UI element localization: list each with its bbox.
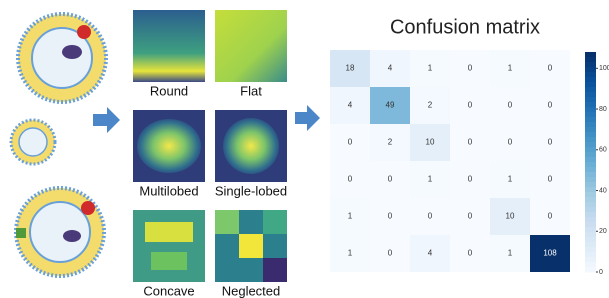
colorbar-segment [585, 82, 596, 88]
cell-label: 0 [548, 101, 553, 110]
colorbar-segment [585, 122, 596, 128]
cell-label: 0 [508, 138, 513, 147]
colorbar-segment [585, 132, 596, 138]
cell-label: 4 [428, 249, 433, 258]
cell-label: 4 [348, 101, 353, 110]
colorbar-segment [585, 242, 596, 248]
colorbar-segment [585, 137, 596, 143]
colorbar-segment [585, 147, 596, 153]
colorbar-tick-label: 100 [599, 65, 609, 72]
colorbar-segment [585, 112, 596, 118]
cell-label: 1 [428, 64, 433, 73]
panel-label: Multilobed [139, 183, 198, 198]
figure: Confusion matrix Round Flat Multilobed Sing… [0, 0, 609, 298]
cell-label: 108 [543, 249, 557, 258]
cell-illustrations [11, 14, 106, 276]
colorbar-segment [585, 127, 596, 133]
arrow [93, 107, 120, 133]
colorbar-segment [585, 87, 596, 93]
cell-label: 0 [348, 138, 353, 147]
colorbar-segment [585, 142, 596, 148]
cell-label: 1 [508, 175, 513, 184]
colorbar-segment [585, 232, 596, 238]
colorbar-segment [585, 252, 596, 258]
cell-label: 10 [426, 138, 435, 147]
cell-label: 0 [388, 212, 393, 221]
cell-label: 4 [388, 64, 393, 73]
cell-label: 1 [508, 64, 513, 73]
colorbar-segment [585, 72, 596, 78]
colorbar-segment [585, 257, 596, 263]
cell-label: 1 [348, 249, 353, 258]
cell-label: 0 [548, 138, 553, 147]
colorbar-segment [585, 172, 596, 178]
cell-label: 1 [508, 249, 513, 258]
cell-label: 2 [428, 101, 433, 110]
panel-label: Round [150, 83, 188, 98]
colorbar-segment [585, 97, 596, 103]
panel-label: Flat [240, 83, 262, 98]
colorbar-segment [585, 237, 596, 243]
colorbar-tick-label: 40 [599, 187, 607, 194]
colorbar-segment [585, 217, 596, 223]
colorbar-segment [585, 52, 596, 58]
colorbar-segment [585, 117, 596, 123]
cell-label: 0 [468, 64, 473, 73]
chart-title: Confusion matrix [390, 16, 540, 38]
cell-label: 49 [386, 101, 395, 110]
colorbar-segment [585, 57, 596, 63]
colorbar-segment [585, 262, 596, 268]
panel-label: Single-lobed [215, 183, 287, 198]
colorbar-segment [585, 67, 596, 73]
panel-label: Concave [143, 283, 194, 298]
colorbar-tick-label: 80 [599, 106, 607, 113]
cell-label: 0 [468, 175, 473, 184]
colorbar-segment [585, 227, 596, 233]
colorbar-tick-label: 60 [599, 147, 607, 154]
colorbar-segment [585, 62, 596, 68]
arrow [295, 105, 320, 131]
cell-label: 18 [346, 64, 355, 73]
colorbar-segment [585, 77, 596, 83]
colorbar-segment [585, 182, 596, 188]
thumbnails [133, 10, 287, 282]
colorbar-segment [585, 207, 596, 213]
cell-label: 1 [428, 175, 433, 184]
colorbar-segment [585, 92, 596, 98]
panel-label: Neglected [222, 283, 281, 298]
colorbar-tick-label: 0 [599, 269, 603, 276]
cell-label: 0 [548, 212, 553, 221]
colorbar-segment [585, 162, 596, 168]
cell-label: 0 [508, 101, 513, 110]
colorbar-segment [585, 247, 596, 253]
colorbar-tick-label: 20 [599, 228, 607, 235]
colorbar-segment [585, 157, 596, 163]
cell-label: 0 [468, 249, 473, 258]
colorbar-segment [585, 192, 596, 198]
colorbar-segment [585, 202, 596, 208]
colorbar-segment [585, 177, 596, 183]
colorbar-segment [585, 107, 596, 113]
cell-label: 1 [348, 212, 353, 221]
cell-label: 0 [348, 175, 353, 184]
colorbar-segment [585, 167, 596, 173]
colorbar-segment [585, 152, 596, 158]
cell-label: 2 [388, 138, 393, 147]
colorbar-segment [585, 212, 596, 218]
cell-label: 0 [468, 101, 473, 110]
cell-label: 10 [506, 212, 515, 221]
colorbar-segment [585, 222, 596, 228]
cell-label: 0 [548, 175, 553, 184]
colorbar-segment [585, 197, 596, 203]
cell-label: 0 [388, 249, 393, 258]
cell-label: 0 [548, 64, 553, 73]
cell-label: 0 [428, 212, 433, 221]
cell-label: 0 [468, 212, 473, 221]
colorbar-segment [585, 267, 596, 273]
colorbar-segment [585, 187, 596, 193]
colorbar-segment [585, 102, 596, 108]
cell-label: 0 [468, 138, 473, 147]
cell-label: 0 [388, 175, 393, 184]
